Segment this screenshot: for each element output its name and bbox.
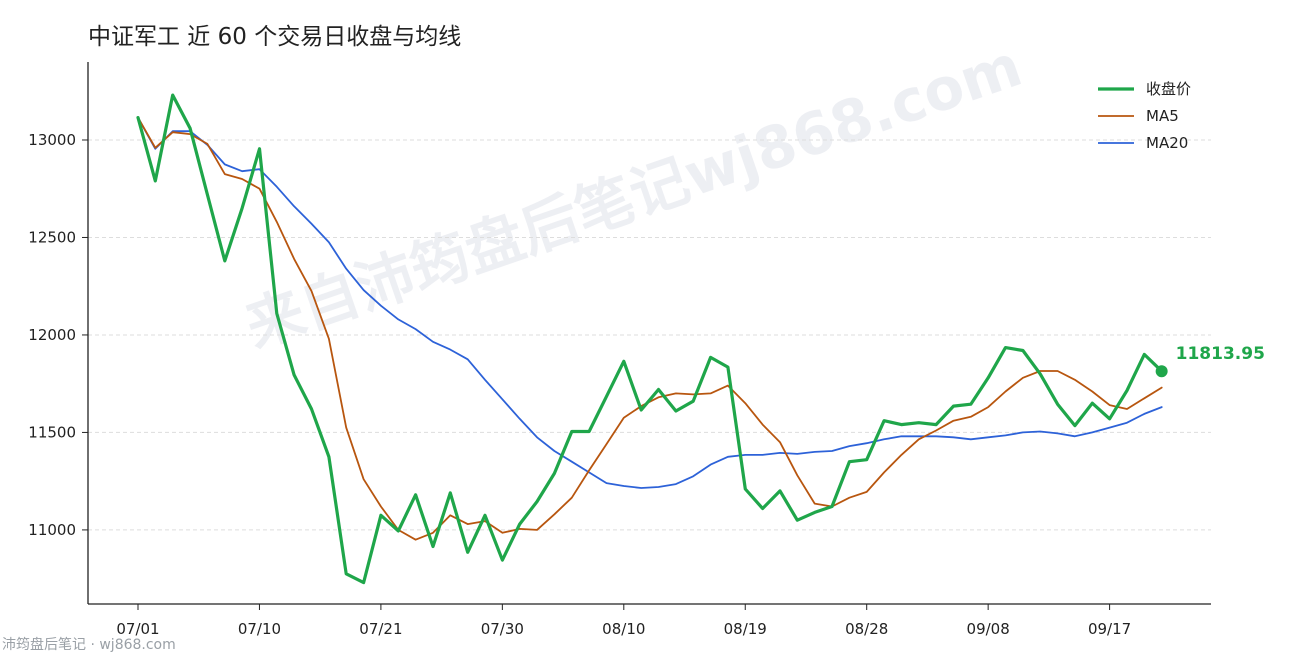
x-tick-label: 07/30 <box>481 620 524 638</box>
footer-credit: 沛筠盘后笔记 · wj868.com <box>2 637 176 653</box>
series-line-0 <box>136 93 1164 585</box>
series-lines <box>136 93 1164 585</box>
watermark: 来自沛筠盘后笔记wj868.com <box>237 31 1030 361</box>
x-tick-label: 09/17 <box>1088 620 1131 638</box>
y-tick-label: 13000 <box>28 131 76 149</box>
x-tick-label: 08/28 <box>845 620 888 638</box>
legend-label: MA20 <box>1146 134 1188 152</box>
axes <box>87 62 1211 605</box>
y-tick-label: 12000 <box>28 326 76 344</box>
last-value-dot <box>1155 365 1168 378</box>
y-tick-label: 11500 <box>28 423 76 441</box>
legend-label: 收盘价 <box>1146 80 1191 98</box>
x-tick-label: 08/10 <box>602 620 645 638</box>
legend-label: MA5 <box>1146 107 1179 125</box>
series-line-2 <box>137 116 1163 489</box>
x-axis-ticks: 07/01 07/10 07/21 07/30 08/10 08/19 08/28 09/08… <box>116 604 1131 638</box>
x-tick-label: 09/08 <box>967 620 1010 638</box>
x-tick-label: 07/21 <box>359 620 402 638</box>
y-tick-label: 11000 <box>28 521 76 539</box>
x-tick-label: 07/10 <box>238 620 281 638</box>
last-value-label: 11813.95 <box>1176 344 1265 364</box>
chart-title: 中证军工 近 60 个交易日收盘与均线 <box>88 24 461 50</box>
last-value-marker: 11813.95 <box>1155 344 1265 378</box>
x-tick-label: 07/01 <box>116 620 159 638</box>
y-axis-ticks: 11000 11500 12000 12500 13000 <box>28 131 88 539</box>
legend: 收盘价 MA5 MA20 <box>1098 80 1191 152</box>
x-tick-label: 08/19 <box>724 620 767 638</box>
y-tick-label: 12500 <box>28 228 76 246</box>
grid-lines <box>88 139 1211 531</box>
